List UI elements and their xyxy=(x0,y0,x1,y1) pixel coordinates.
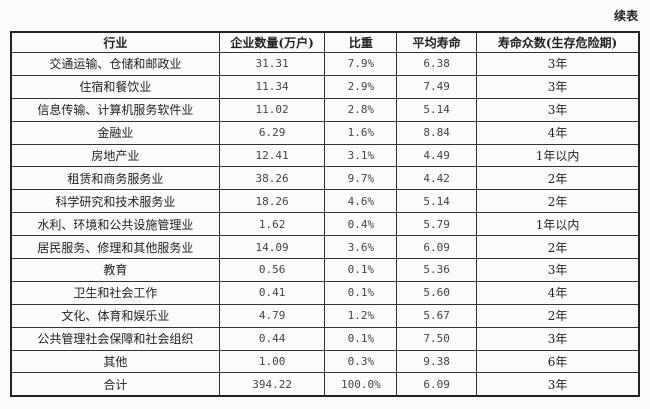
cell-avg-life: 6.38 xyxy=(396,52,478,76)
cell-industry: 金融业 xyxy=(10,120,220,145)
table-row: 信息传输、计算机服务软件业 11.02 2.8% 5.14 3年 xyxy=(10,97,640,122)
header-avg-life: 平均寿命 xyxy=(396,31,478,53)
cell-industry: 交通运输、仓储和邮政业 xyxy=(10,52,220,76)
cell-share: 3.6% xyxy=(324,235,398,260)
cell-industry: 教育 xyxy=(10,258,220,282)
cell-industry: 租赁和商务服务业 xyxy=(10,166,220,191)
cell-mode-life: 3年 xyxy=(476,258,640,282)
header-mode-life: 寿命众数(生存危险期) xyxy=(476,31,640,53)
cell-mode-life: 3年 xyxy=(476,97,640,122)
cell-industry: 居民服务、修理和其他服务业 xyxy=(10,235,220,260)
table-row: 水利、环境和公共设施管理业 1.62 0.4% 5.79 1年以内 xyxy=(10,212,640,237)
cell-mode-life: 4年 xyxy=(476,280,640,305)
cell-mode-life: 6年 xyxy=(476,349,640,374)
cell-mode-life: 2年 xyxy=(476,166,640,191)
cell-mode-life: 3年 xyxy=(476,52,640,76)
table-row: 公共管理社会保障和社会组织 0.44 0.1% 7.50 3年 xyxy=(10,326,640,351)
cell-share: 3.1% xyxy=(324,143,398,168)
cell-industry: 科学研究和技术服务业 xyxy=(10,189,220,214)
cell-count: 18.26 xyxy=(218,189,326,214)
cell-industry: 合计 xyxy=(10,372,220,397)
cell-share: 7.9% xyxy=(324,52,398,76)
cell-share: 4.6% xyxy=(324,189,398,214)
cell-avg-life: 4.49 xyxy=(396,143,478,168)
header-count: 企业数量(万户) xyxy=(218,31,326,53)
cell-share: 0.1% xyxy=(324,280,398,305)
cell-avg-life: 8.84 xyxy=(396,120,478,145)
table-row: 卫生和社会工作 0.41 0.1% 5.60 4年 xyxy=(10,280,640,305)
cell-avg-life: 4.42 xyxy=(396,166,478,191)
table-row: 合计 394.22 100.0% 6.09 3年 xyxy=(10,372,640,397)
cell-count: 14.09 xyxy=(218,235,326,260)
cell-mode-life: 2年 xyxy=(476,189,640,214)
cell-count: 1.00 xyxy=(218,349,326,374)
cell-industry: 水利、环境和公共设施管理业 xyxy=(10,212,220,237)
table-row: 租赁和商务服务业 38.26 9.7% 4.42 2年 xyxy=(10,166,640,191)
cell-industry: 公共管理社会保障和社会组织 xyxy=(10,326,220,351)
cell-count: 38.26 xyxy=(218,166,326,191)
cell-industry: 信息传输、计算机服务软件业 xyxy=(10,97,220,122)
cell-avg-life: 5.14 xyxy=(396,97,478,122)
header-industry: 行业 xyxy=(10,31,220,53)
cell-avg-life: 9.38 xyxy=(396,349,478,374)
cell-avg-life: 5.67 xyxy=(396,303,478,328)
cell-avg-life: 5.36 xyxy=(396,258,478,282)
cell-avg-life: 5.60 xyxy=(396,280,478,305)
cell-count: 6.29 xyxy=(218,120,326,145)
cell-count: 4.79 xyxy=(218,303,326,328)
cell-industry: 其他 xyxy=(10,349,220,374)
cell-count: 394.22 xyxy=(218,372,326,397)
cell-share: 1.6% xyxy=(324,120,398,145)
cell-share: 0.1% xyxy=(324,326,398,351)
table-row: 住宿和餐饮业 11.34 2.9% 7.49 3年 xyxy=(10,74,640,99)
cell-share: 100.0% xyxy=(324,372,398,397)
table-row: 科学研究和技术服务业 18.26 4.6% 5.14 2年 xyxy=(10,189,640,214)
table-row: 金融业 6.29 1.6% 8.84 4年 xyxy=(10,120,640,145)
cell-avg-life: 6.09 xyxy=(396,235,478,260)
cell-avg-life: 5.14 xyxy=(396,189,478,214)
table-caption: 续表 xyxy=(613,9,638,23)
table-row: 文化、体育和娱乐业 4.79 1.2% 5.67 2年 xyxy=(10,303,640,328)
cell-mode-life: 3年 xyxy=(476,74,640,99)
header-row: 行业 企业数量(万户) 比重 平均寿命 寿命众数(生存危险期) xyxy=(10,31,640,53)
cell-industry: 卫生和社会工作 xyxy=(10,280,220,305)
table-row: 交通运输、仓储和邮政业 31.31 7.9% 6.38 3年 xyxy=(10,52,640,76)
cell-count: 0.56 xyxy=(218,258,326,282)
cell-avg-life: 7.50 xyxy=(396,326,478,351)
cell-industry: 文化、体育和娱乐业 xyxy=(10,303,220,328)
header-share: 比重 xyxy=(324,31,398,53)
table-row: 其他 1.00 0.3% 9.38 6年 xyxy=(10,349,640,374)
cell-mode-life: 1年以内 xyxy=(476,143,640,168)
cell-count: 11.02 xyxy=(218,97,326,122)
industry-lifespan-table: 行业 企业数量(万户) 比重 平均寿命 寿命众数(生存危险期) 交通运输、仓储和… xyxy=(10,31,640,398)
cell-share: 2.8% xyxy=(324,97,398,122)
cell-mode-life: 3年 xyxy=(476,372,640,397)
cell-count: 1.62 xyxy=(218,212,326,237)
cell-share: 2.9% xyxy=(324,74,398,99)
table-row: 居民服务、修理和其他服务业 14.09 3.6% 6.09 2年 xyxy=(10,235,640,260)
cell-avg-life: 5.79 xyxy=(396,212,478,237)
cell-avg-life: 6.09 xyxy=(396,372,478,397)
cell-count: 11.34 xyxy=(218,74,326,99)
cell-share: 0.3% xyxy=(324,349,398,374)
cell-count: 12.41 xyxy=(218,143,326,168)
cell-count: 0.44 xyxy=(218,326,326,351)
cell-count: 0.41 xyxy=(218,280,326,305)
cell-share: 1.2% xyxy=(324,303,398,328)
cell-share: 0.1% xyxy=(324,258,398,282)
table-row: 房地产业 12.41 3.1% 4.49 1年以内 xyxy=(10,143,640,168)
cell-mode-life: 2年 xyxy=(476,235,640,260)
cell-mode-life: 4年 xyxy=(476,120,640,145)
cell-share: 9.7% xyxy=(324,166,398,191)
cell-count: 31.31 xyxy=(218,52,326,76)
table-row: 教育 0.56 0.1% 5.36 3年 xyxy=(10,258,640,282)
cell-mode-life: 1年以内 xyxy=(476,212,640,237)
cell-industry: 住宿和餐饮业 xyxy=(10,74,220,99)
cell-mode-life: 3年 xyxy=(476,326,640,351)
cell-industry: 房地产业 xyxy=(10,143,220,168)
cell-avg-life: 7.49 xyxy=(396,74,478,99)
cell-share: 0.4% xyxy=(324,212,398,237)
cell-mode-life: 2年 xyxy=(476,303,640,328)
